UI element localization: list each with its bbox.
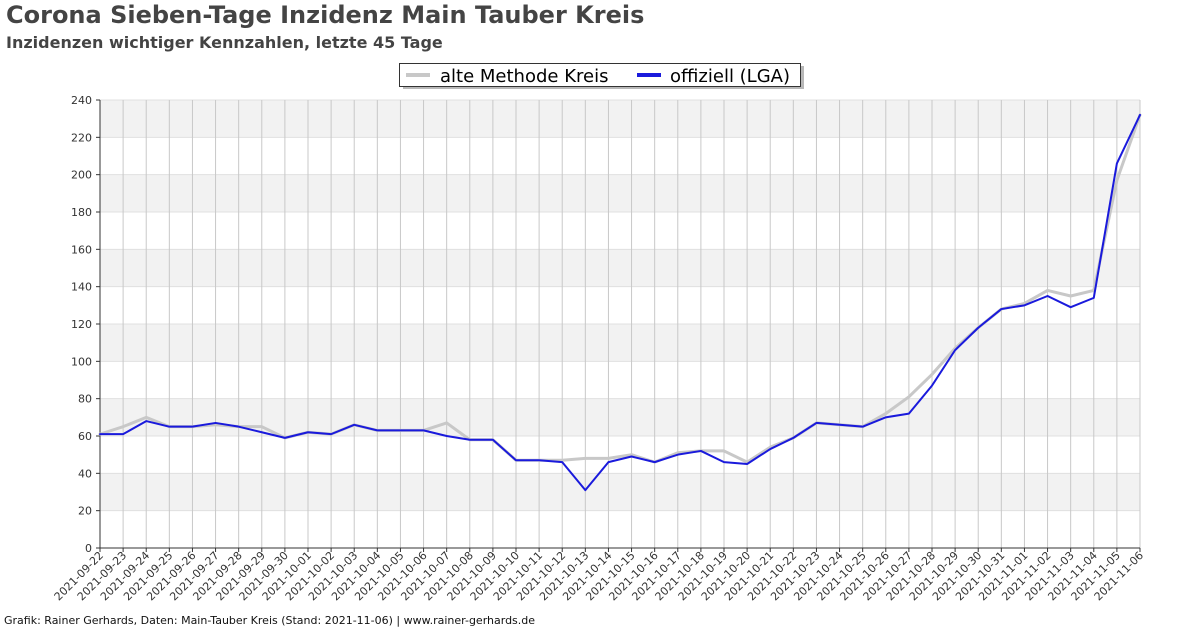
y-tick-label: 100: [71, 355, 92, 368]
y-tick-label: 180: [71, 206, 92, 219]
plot-band: [100, 473, 1140, 511]
y-tick-label: 120: [71, 318, 92, 331]
series-line-2: [99, 113, 1141, 492]
y-tick-label: 220: [71, 131, 92, 144]
legend-label-2: offiziell (LGA): [670, 66, 790, 87]
y-tick-label: 40: [78, 467, 92, 480]
y-tick-label: 0: [85, 542, 92, 555]
y-tick-label: 60: [78, 430, 92, 443]
chart-title: Corona Sieben-Tage Inzidenz Main Tauber …: [6, 1, 645, 29]
y-tick-label: 160: [71, 243, 92, 256]
plot-band: [100, 324, 1140, 362]
y-tick-label: 240: [71, 94, 92, 107]
y-tick-label: 20: [78, 505, 92, 518]
chart-subtitle: Inzidenzen wichtiger Kennzahlen, letzte …: [6, 33, 443, 52]
plot-band: [100, 398, 1140, 436]
legend-box: [399, 63, 801, 87]
plot-band: [100, 249, 1140, 287]
plot-band: [100, 174, 1140, 212]
legend: alte Methode Kreis offiziell (LGA): [399, 63, 804, 89]
y-tick-label: 140: [71, 281, 92, 294]
legend-label-1: alte Methode Kreis: [440, 66, 608, 87]
y-tick-label: 80: [78, 393, 92, 406]
footer-credit: Grafik: Rainer Gerhards, Daten: Main-Tau…: [4, 614, 536, 627]
y-tick-label: 200: [71, 169, 92, 182]
plot-band: [100, 100, 1140, 138]
